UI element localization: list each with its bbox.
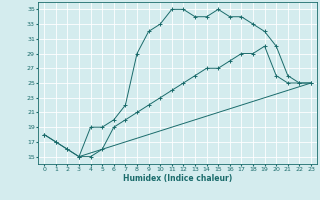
X-axis label: Humidex (Indice chaleur): Humidex (Indice chaleur) bbox=[123, 174, 232, 183]
